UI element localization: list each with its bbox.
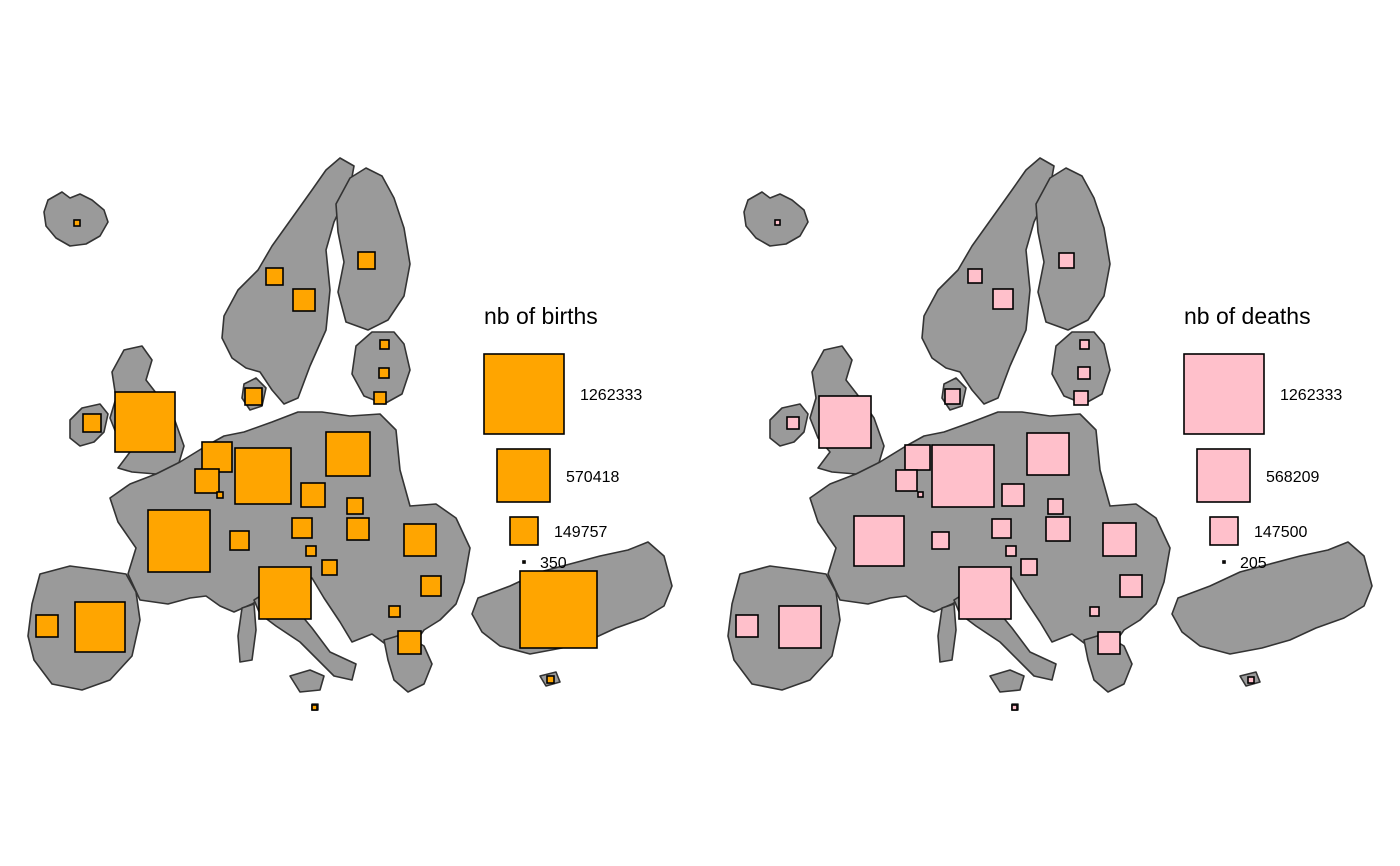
births-legend-label-4: 350 <box>540 555 567 572</box>
birth-symbol <box>229 530 250 551</box>
deaths-legend-label-2: 568209 <box>1266 469 1319 486</box>
deaths-legend-label-4: 205 <box>1240 555 1267 572</box>
births-legend-title: nb of births <box>484 303 598 329</box>
birth-symbol <box>147 509 211 573</box>
birth-symbol <box>346 497 364 515</box>
birth-symbol <box>321 559 338 576</box>
deaths-legend: nb of deaths 1262333 568209 147500 205 <box>1183 303 1342 572</box>
deaths-symbols <box>735 219 1255 711</box>
death-symbol <box>774 219 781 226</box>
death-symbol <box>1089 606 1100 617</box>
birth-symbol <box>265 267 284 286</box>
birth-symbol <box>388 605 401 618</box>
death-symbol <box>778 605 822 649</box>
death-symbol <box>1077 366 1091 380</box>
birth-symbol <box>292 288 316 312</box>
death-symbol <box>944 388 961 405</box>
birth-symbol <box>325 431 371 477</box>
death-symbol <box>931 444 995 508</box>
births-legend-key-1 <box>483 353 565 435</box>
deaths-legend-title: nb of deaths <box>1184 303 1311 329</box>
births-legend: nb of births 1262333 570418 149757 350 <box>483 303 642 572</box>
death-symbol <box>917 491 924 498</box>
deaths-map: nb of deaths 1262333 568209 147500 205 <box>727 157 1373 711</box>
deaths-legend-key-1 <box>1183 353 1265 435</box>
death-symbol <box>904 444 931 471</box>
birth-symbol <box>357 251 376 270</box>
birth-symbol <box>346 517 370 541</box>
death-symbol <box>958 566 1012 620</box>
deaths-legend-key-2 <box>1196 448 1251 503</box>
births-legend-key-4 <box>522 560 526 564</box>
death-symbol <box>1001 483 1025 507</box>
death-symbol <box>1058 252 1075 269</box>
birth-symbol <box>373 391 387 405</box>
death-symbol <box>1026 432 1070 476</box>
death-symbol <box>967 268 983 284</box>
death-symbol <box>786 416 800 430</box>
birth-symbol <box>216 491 224 499</box>
death-symbol <box>895 469 918 492</box>
death-symbol <box>931 531 950 550</box>
birth-symbol <box>114 391 176 453</box>
birth-symbol <box>234 447 292 505</box>
death-symbol <box>818 395 872 449</box>
birth-symbol <box>201 441 233 473</box>
birth-symbol <box>74 601 126 653</box>
birth-symbol <box>291 517 313 539</box>
death-symbol <box>1119 574 1143 598</box>
birth-symbol <box>300 482 326 508</box>
birth-symbol <box>73 219 81 227</box>
birth-symbol <box>397 630 422 655</box>
birth-symbol <box>379 339 390 350</box>
death-symbol <box>991 518 1012 539</box>
births-map: nb of births 1262333 570418 149757 350 <box>27 157 673 711</box>
death-symbol <box>1079 339 1090 350</box>
birth-symbol <box>305 545 317 557</box>
birth-symbol <box>546 675 555 684</box>
birth-symbol <box>35 614 59 638</box>
deaths-legend-key-4 <box>1222 560 1226 564</box>
death-symbol <box>992 288 1014 310</box>
death-symbol <box>1247 676 1255 684</box>
births-legend-key-2 <box>496 448 551 503</box>
death-symbol <box>1020 558 1038 576</box>
births-symbols <box>35 219 598 711</box>
birth-symbol <box>258 566 312 620</box>
birth-symbol <box>403 523 437 557</box>
births-legend-label-3: 149757 <box>554 524 607 541</box>
deaths-legend-label-3: 147500 <box>1254 524 1307 541</box>
death-symbol <box>1102 522 1137 557</box>
death-symbol <box>1011 704 1018 711</box>
death-symbol <box>1047 498 1064 515</box>
birth-symbol <box>420 575 442 597</box>
birth-symbol <box>82 413 102 433</box>
deaths-legend-key-3 <box>1209 516 1239 546</box>
birth-symbol <box>194 468 220 494</box>
birth-symbol <box>311 704 318 711</box>
death-symbol <box>1097 631 1121 655</box>
birth-symbol <box>378 367 390 379</box>
deaths-legend-label-1: 1262333 <box>1280 387 1342 404</box>
births-legend-label-1: 1262333 <box>580 387 642 404</box>
death-symbol <box>853 515 905 567</box>
births-legend-key-3 <box>509 516 539 546</box>
death-symbol <box>1045 516 1071 542</box>
births-legend-label-2: 570418 <box>566 469 619 486</box>
death-symbol <box>1005 545 1017 557</box>
birth-symbol <box>519 570 598 649</box>
death-symbol <box>1073 390 1089 406</box>
birth-symbol <box>244 387 263 406</box>
death-symbol <box>735 614 759 638</box>
